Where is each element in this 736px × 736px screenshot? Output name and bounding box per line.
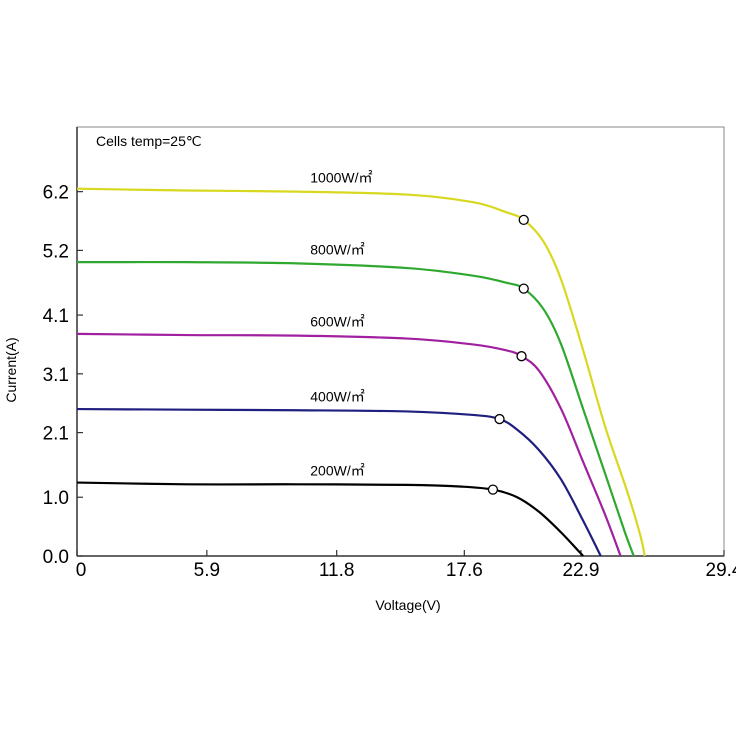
x-tick-label: 29.4: [706, 560, 736, 581]
y-tick-label: 1.0: [43, 488, 69, 509]
series-line: [76, 260, 635, 557]
x-tick-label: 5.9: [194, 560, 220, 581]
y-tick-label: 4.1: [43, 306, 69, 327]
series-line: [76, 407, 602, 557]
max-power-point: [518, 214, 529, 226]
max-power-point: [487, 484, 499, 495]
series-labels: 1000W/㎡ 800W/㎡ 600W/㎡ 400W/㎡ 200W/㎡: [310, 170, 372, 479]
y-axis-ticks: 0.0 1.0 2.1 3.1 4.1 5.2 6.2: [43, 183, 83, 568]
series-label: 400W/㎡: [310, 388, 364, 404]
max-power-point: [518, 283, 529, 294]
series-label: 1000W/㎡: [310, 170, 372, 186]
y-tick-label: 5.2: [43, 241, 69, 262]
series-label: 800W/㎡: [310, 241, 364, 257]
y-tick-label: 2.1: [43, 424, 69, 445]
series-label: 600W/㎡: [310, 314, 364, 330]
max-power-point: [494, 413, 505, 425]
series-line: [76, 332, 622, 557]
y-tick-label: 6.2: [43, 183, 69, 204]
x-tick-label: 11.8: [319, 560, 355, 581]
y-tick-label: 0.0: [43, 547, 69, 568]
temperature-annotation: Cells temp=25℃: [96, 133, 202, 149]
x-axis-ticks: 0 5.9 11.8 17.6 22.9 29.4: [76, 550, 736, 581]
y-tick-label: 3.1: [43, 365, 69, 386]
x-axis-title: Voltage(V): [375, 597, 440, 613]
x-tick-label: 0: [76, 560, 87, 581]
x-tick-label: 22.9: [562, 560, 599, 581]
x-tick-label: 17.6: [446, 560, 483, 581]
series-curves: [76, 187, 646, 557]
y-axis-title: Current(A): [3, 337, 19, 402]
series-line: [76, 481, 584, 557]
series-label: 200W/㎡: [310, 462, 364, 478]
max-power-point: [516, 351, 527, 362]
